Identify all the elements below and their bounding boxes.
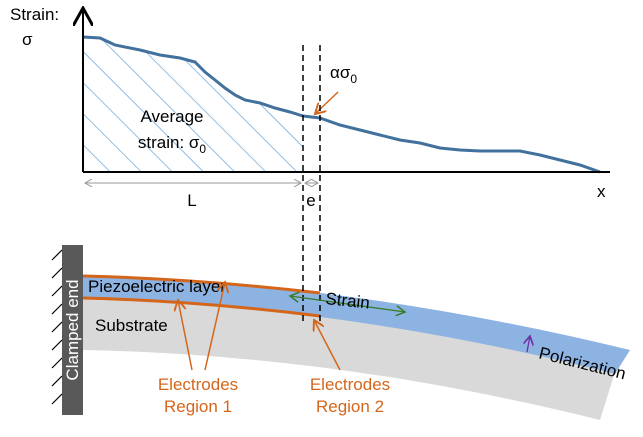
text: ασ xyxy=(330,63,351,82)
clamp-label: Clamped end xyxy=(63,279,82,380)
y-label: σ xyxy=(22,30,33,49)
electrode-label: Electrodes xyxy=(310,375,390,394)
piezo-label: Piezoelectric layer xyxy=(88,277,226,296)
electrode-label: Region 1 xyxy=(164,397,232,416)
clamp-hatch xyxy=(52,250,62,404)
y-label: Strain: xyxy=(10,5,59,24)
alpha-label: ασ0 xyxy=(330,63,357,86)
electrode-label: Electrodes xyxy=(158,375,238,394)
diagram: Strain: σ x Average strain: σ0 ασ0 L e C… xyxy=(0,0,643,437)
l-label: L xyxy=(187,191,196,210)
average-label: Average xyxy=(140,107,203,126)
text: 0 xyxy=(350,72,357,86)
text: strain: σ xyxy=(138,133,200,152)
electrode-label: Region 2 xyxy=(316,397,384,416)
x-label: x xyxy=(597,182,606,201)
substrate-label: Substrate xyxy=(95,316,168,335)
text: 0 xyxy=(199,142,206,156)
alpha-arrow xyxy=(315,92,338,114)
e-label: e xyxy=(306,191,315,210)
